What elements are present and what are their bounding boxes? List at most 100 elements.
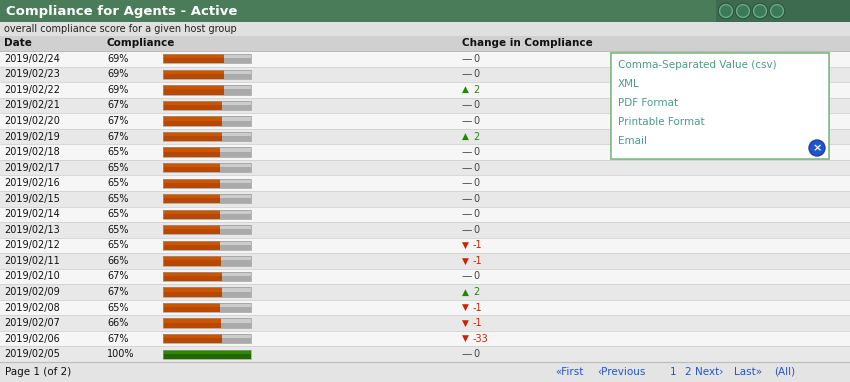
Text: 0: 0	[473, 349, 479, 359]
Bar	[163, 334, 222, 338]
Bar	[0, 0, 850, 22]
Text: 2019/02/05: 2019/02/05	[4, 349, 60, 359]
Text: 66%: 66%	[107, 256, 128, 266]
Text: -33: -33	[473, 333, 489, 344]
Bar	[220, 241, 251, 245]
Text: 2019/02/17: 2019/02/17	[4, 163, 60, 173]
Bar	[224, 58, 251, 63]
Bar	[0, 238, 850, 253]
Text: 0: 0	[473, 69, 479, 79]
Bar	[163, 272, 222, 276]
Bar	[163, 350, 251, 359]
Bar	[163, 89, 224, 94]
Bar	[163, 245, 220, 250]
Bar	[222, 105, 251, 110]
Text: 2019/02/07: 2019/02/07	[4, 318, 60, 328]
Text: ▼: ▼	[462, 256, 469, 265]
Bar	[222, 136, 251, 141]
Bar	[0, 331, 850, 346]
Text: -1: -1	[473, 318, 483, 328]
Bar	[163, 319, 221, 323]
Bar	[163, 291, 222, 297]
Circle shape	[738, 6, 748, 16]
Bar	[222, 291, 251, 297]
Bar	[163, 323, 221, 328]
Text: ▲: ▲	[462, 132, 469, 141]
Bar	[0, 66, 850, 82]
Bar	[224, 74, 251, 79]
Text: 2019/02/20: 2019/02/20	[4, 116, 60, 126]
Text: 0: 0	[473, 116, 479, 126]
Bar	[163, 105, 222, 110]
Bar	[716, 0, 850, 22]
Text: 2019/02/23: 2019/02/23	[4, 69, 60, 79]
Text: 2019/02/12: 2019/02/12	[4, 240, 60, 250]
Text: 2019/02/10: 2019/02/10	[4, 272, 60, 282]
Bar	[224, 54, 251, 58]
Bar	[163, 183, 220, 188]
Bar	[220, 183, 251, 188]
Text: 65%: 65%	[107, 178, 128, 188]
Bar	[163, 303, 251, 312]
Bar	[220, 210, 251, 214]
Bar	[163, 70, 251, 79]
Bar	[222, 101, 251, 105]
Bar	[0, 300, 850, 316]
Text: 0: 0	[473, 100, 479, 110]
Text: —: —	[462, 225, 473, 235]
Text: 65%: 65%	[107, 303, 128, 312]
Text: 2: 2	[473, 131, 479, 141]
Bar	[0, 129, 850, 144]
Bar	[0, 316, 850, 331]
Bar	[0, 175, 850, 191]
Bar	[220, 194, 251, 198]
Bar	[163, 147, 220, 152]
Text: ×: ×	[813, 143, 822, 153]
Bar	[163, 241, 251, 250]
Bar	[163, 74, 224, 79]
Text: —: —	[462, 69, 473, 79]
Bar	[163, 225, 251, 235]
Text: XML: XML	[618, 79, 640, 89]
Bar	[220, 167, 251, 172]
Bar	[163, 101, 251, 110]
Bar	[163, 319, 251, 328]
Bar	[163, 198, 220, 203]
Text: 65%: 65%	[107, 194, 128, 204]
Text: 0: 0	[473, 163, 479, 173]
Bar	[163, 54, 224, 58]
Bar	[0, 160, 850, 175]
Bar	[220, 303, 251, 307]
Bar	[163, 163, 251, 172]
Text: ▲: ▲	[462, 85, 469, 94]
Bar	[163, 256, 221, 261]
Text: 0: 0	[473, 225, 479, 235]
Bar	[222, 334, 251, 338]
Bar	[221, 323, 251, 328]
Text: 67%: 67%	[107, 333, 128, 344]
Text: 0: 0	[473, 194, 479, 204]
Bar	[163, 214, 220, 219]
Circle shape	[721, 6, 731, 16]
Bar	[163, 303, 220, 307]
Text: ▼: ▼	[462, 334, 469, 343]
Bar	[0, 269, 850, 284]
Text: 0: 0	[473, 209, 479, 219]
Bar	[163, 287, 251, 297]
Text: ▼: ▼	[462, 303, 469, 312]
Bar	[163, 210, 220, 214]
Text: 69%: 69%	[107, 85, 128, 95]
Text: 65%: 65%	[107, 240, 128, 250]
Text: —: —	[462, 349, 473, 359]
Text: 67%: 67%	[107, 131, 128, 141]
Bar	[0, 22, 850, 36]
Circle shape	[718, 3, 734, 18]
Text: —: —	[462, 147, 473, 157]
Bar	[220, 147, 251, 152]
Text: 2019/02/21: 2019/02/21	[4, 100, 60, 110]
Text: 100%: 100%	[107, 349, 134, 359]
Text: 2: 2	[684, 367, 690, 377]
Bar	[0, 144, 850, 160]
Bar	[163, 307, 220, 312]
Text: 2019/02/24: 2019/02/24	[4, 54, 60, 64]
